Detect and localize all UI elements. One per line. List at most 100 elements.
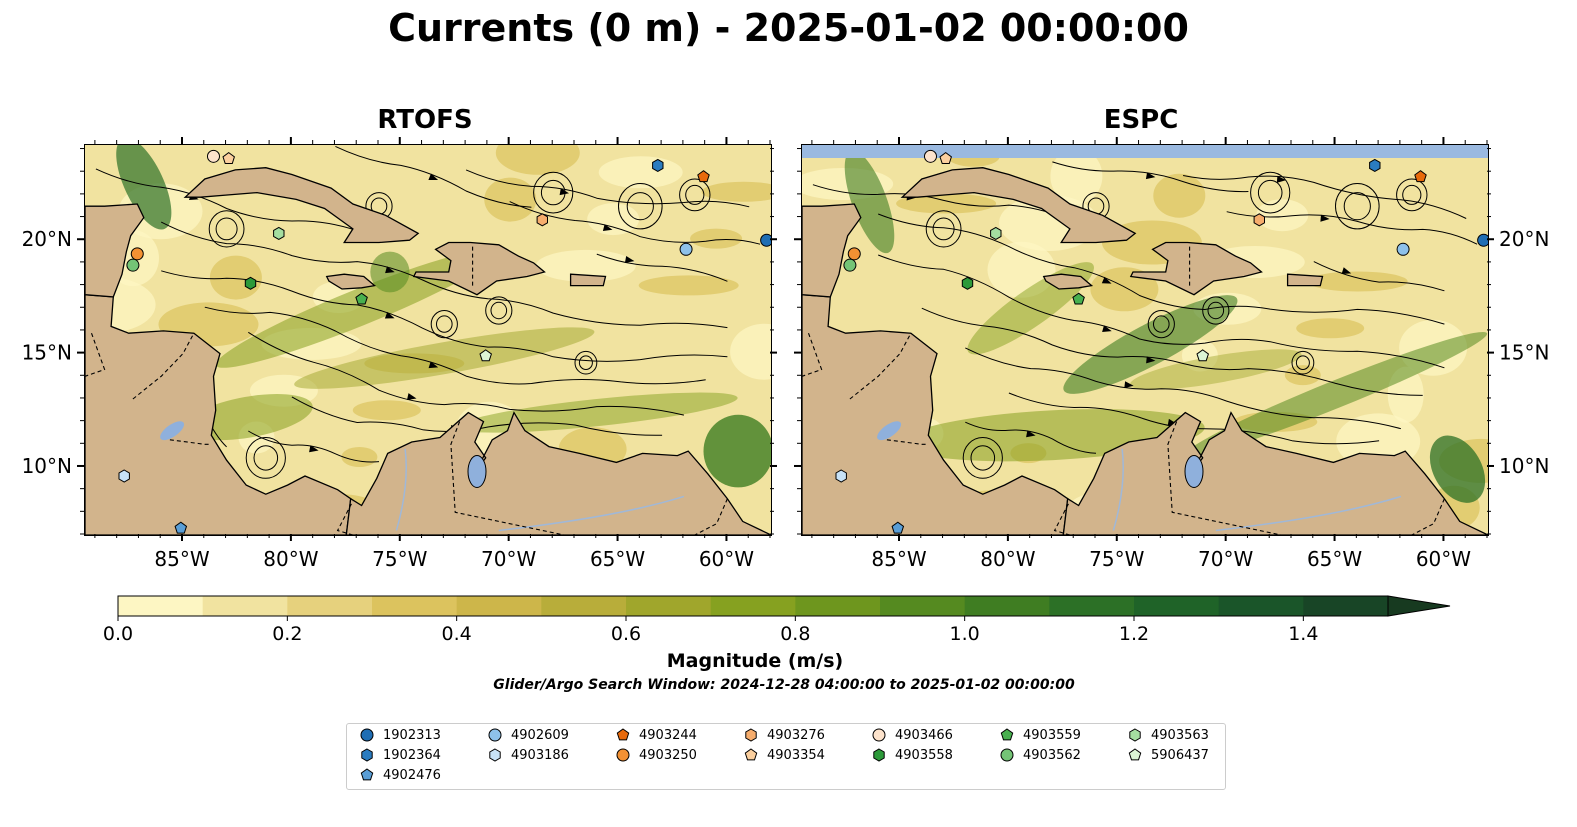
colorbar-segment xyxy=(1303,596,1389,616)
rtofs-streamline xyxy=(248,430,380,463)
rtofs-streamline xyxy=(596,253,728,282)
rtofs-eddy xyxy=(540,179,566,206)
colorbar-segment xyxy=(1134,596,1220,616)
espc-speed-patch xyxy=(1296,318,1365,339)
espc-eddy xyxy=(1295,355,1310,370)
espc-streamline-arrow xyxy=(1145,172,1156,180)
rtofs-current-band xyxy=(116,145,172,230)
rtofs-land-cuba xyxy=(183,167,420,244)
espc-streamline-arrow xyxy=(1026,430,1036,438)
lat-tick-label: 20°N xyxy=(1499,227,1549,251)
legend-label: 4902476 xyxy=(383,767,441,783)
colorbar-label: Magnitude (m/s) xyxy=(666,650,844,672)
float-marker-4902476 xyxy=(174,521,188,534)
legend-marker-circle-icon xyxy=(1000,748,1014,762)
legend-marker-circle-icon xyxy=(616,748,630,762)
rtofs-current-band xyxy=(703,414,771,488)
legend-item-4903559: 4903559 xyxy=(999,726,1081,744)
legend-label: 4903186 xyxy=(511,747,569,763)
float-marker-4903466 xyxy=(923,149,937,163)
float-marker-4902609 xyxy=(679,242,693,256)
float-marker-4903354 xyxy=(939,151,952,164)
rtofs-eddy xyxy=(430,310,458,339)
lat-tick-label: 15°N xyxy=(22,341,72,365)
legend-marker-pentagon-icon xyxy=(1128,748,1142,761)
axes-overlay: 85°W 80°W 75°W 70°W 65°W 60°W 10°N 15°N 20°N 85°W… xyxy=(22,137,1549,571)
rtofs-eddy xyxy=(253,445,279,471)
espc-eddy xyxy=(1250,171,1291,214)
float-marker-4903276 xyxy=(536,213,548,227)
colorbar-tick-label: 1.2 xyxy=(1119,623,1149,645)
espc-river xyxy=(1112,448,1124,531)
lon-tick-label: 65°W xyxy=(1307,547,1362,571)
figure-title: Currents (0 m) - 2025-01-02 00:00:00 xyxy=(388,6,1189,50)
lon-tick-label: 80°W xyxy=(980,547,1035,571)
legend-label: 1902313 xyxy=(383,727,441,743)
rtofs-current-band xyxy=(294,327,595,389)
espc-lake-nicaragua xyxy=(877,421,902,441)
espc-eddy xyxy=(1147,310,1175,339)
search-window-text: Glider/Argo Search Window: 2024-12-28 04… xyxy=(493,677,1075,693)
lon-tick-label: 85°W xyxy=(871,547,926,571)
rtofs-streamline-arrow xyxy=(624,256,635,263)
rtofs-land-yucatan xyxy=(85,203,145,298)
espc-speed-patch xyxy=(1256,199,1309,232)
legend-marker-shape xyxy=(360,768,374,781)
rtofs-border xyxy=(336,500,354,535)
colorbar-segment xyxy=(541,596,627,616)
legend-marker-pentagon-icon xyxy=(616,728,630,741)
colorbar-segment xyxy=(1049,596,1135,616)
map-panel-rtofs[interactable] xyxy=(84,144,772,536)
espc-eddy xyxy=(1207,301,1225,320)
colorbar-segment xyxy=(795,596,881,616)
espc-streamline-arrow xyxy=(1341,267,1352,274)
legend-marker-circle-icon xyxy=(872,728,886,742)
float-marker-4903558 xyxy=(244,276,257,290)
rtofs-eddy xyxy=(679,178,711,212)
float-marker-4903186 xyxy=(118,469,130,483)
espc-eddy xyxy=(1396,178,1428,212)
espc-border xyxy=(1411,498,1445,535)
colorbar-tick-label: 0.8 xyxy=(780,623,810,645)
rtofs-border xyxy=(450,421,565,535)
float-marker-4903562 xyxy=(126,258,140,272)
float-marker-4903186 xyxy=(835,469,847,483)
legend-label: 5906437 xyxy=(1151,747,1209,763)
rtofs-current-band xyxy=(455,392,738,433)
panel-title-espc: ESPC xyxy=(1103,105,1179,135)
rtofs-land-south-america xyxy=(345,411,771,535)
espc-border xyxy=(1167,421,1282,535)
float-marker-4903562 xyxy=(843,258,857,272)
map-panel-espc[interactable] xyxy=(801,144,1489,536)
legend-label: 4903558 xyxy=(895,747,953,763)
colorbar-frame xyxy=(117,595,1389,617)
rtofs-streamline xyxy=(248,331,685,416)
espc-eddy xyxy=(1153,315,1170,333)
espc-streamline xyxy=(965,347,1402,430)
colorbar-segment xyxy=(456,596,542,616)
legend-marker-shape xyxy=(873,748,885,762)
rtofs-border xyxy=(169,439,212,445)
legend-item-4903186: 4903186 xyxy=(487,746,569,764)
espc-streamline xyxy=(921,307,1423,396)
espc-current-band xyxy=(1184,331,1488,457)
map-canvas-espc xyxy=(802,145,1488,535)
espc-streamline xyxy=(1226,211,1478,245)
float-marker-4903250 xyxy=(847,247,861,261)
espc-streamline-arrow xyxy=(1124,381,1134,389)
espc-land-jamaica xyxy=(1042,273,1094,290)
rtofs-speed-patch xyxy=(638,275,739,296)
rtofs-speed-patch xyxy=(701,181,771,202)
colorbar: 0.0 0.2 0.4 0.6 0.8 1.0 1.2 1.4 xyxy=(103,595,1451,645)
espc-border xyxy=(886,439,929,445)
rtofs-eddy xyxy=(533,171,574,214)
legend-label: 4903354 xyxy=(767,747,825,763)
float-marker-4903563 xyxy=(273,226,285,240)
float-marker-5906437 xyxy=(1196,349,1209,362)
float-marker-4903559 xyxy=(355,292,368,305)
float-marker-4903244 xyxy=(1414,170,1427,183)
lon-tick-label: 75°W xyxy=(372,547,427,571)
espc-eddy xyxy=(925,210,962,248)
legend-marker-hexagon-icon xyxy=(745,728,757,742)
rtofs-streamline-arrow xyxy=(385,266,395,274)
